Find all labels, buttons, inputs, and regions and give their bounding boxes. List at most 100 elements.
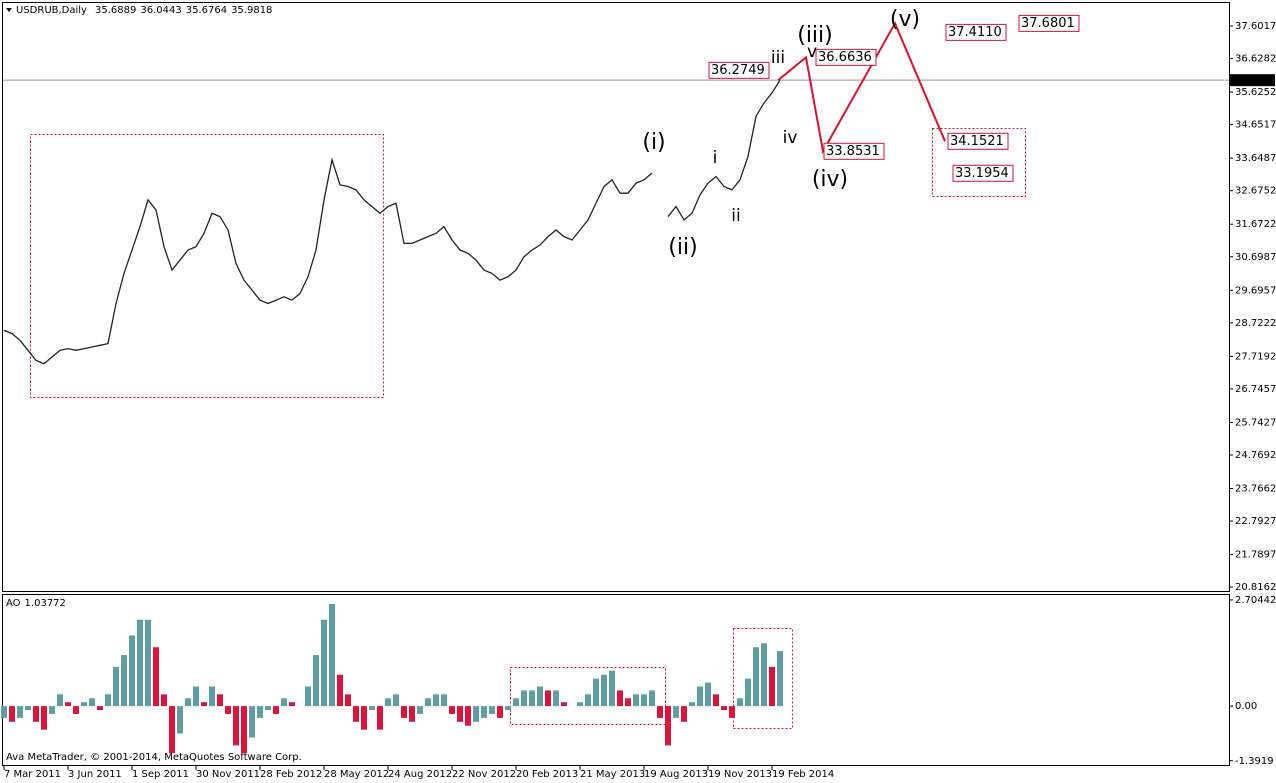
wave-label: (iv) bbox=[812, 167, 848, 192]
ao-bar bbox=[113, 666, 119, 707]
ao-bar bbox=[561, 702, 567, 707]
ao-bar bbox=[345, 694, 351, 707]
open: 35.6889 bbox=[95, 5, 136, 16]
ao-bar bbox=[489, 706, 495, 714]
ao-bar bbox=[377, 706, 383, 730]
ao-bar bbox=[697, 686, 703, 707]
ao-panel bbox=[2, 594, 1230, 766]
y-tick-label: -1.3919 bbox=[1235, 756, 1274, 767]
ao-bar bbox=[193, 686, 199, 707]
ao-bar bbox=[521, 690, 527, 707]
ao-bar bbox=[761, 643, 767, 707]
wave-label: (i) bbox=[642, 130, 665, 155]
ao-bar bbox=[481, 706, 487, 718]
x-tick-label: 20 Feb 2013 bbox=[516, 769, 578, 780]
ao-bar bbox=[665, 706, 671, 746]
ao-bar bbox=[257, 706, 263, 718]
ao-bar bbox=[145, 619, 151, 707]
footer: Ava MetaTrader, © 2001-2014, MetaQuotes … bbox=[6, 752, 302, 763]
price-line bbox=[3, 157, 653, 365]
y-tick-label: 26.7457 bbox=[1235, 384, 1276, 395]
low: 35.6764 bbox=[186, 5, 227, 16]
last-price-label: 35.9818 bbox=[1234, 75, 1275, 86]
ao-bar bbox=[577, 702, 583, 707]
last-price-box bbox=[1230, 74, 1275, 87]
level-label: 37.4110 bbox=[948, 25, 1002, 40]
y-tick-label: 35.6252 bbox=[1235, 87, 1276, 98]
x-tick-label: 19 Nov 2013 bbox=[708, 769, 772, 780]
ao-bar bbox=[385, 698, 391, 707]
y-tick-label: 28.7222 bbox=[1235, 318, 1276, 329]
ao-bar bbox=[393, 694, 399, 707]
ao-bar bbox=[185, 698, 191, 707]
level-box bbox=[945, 23, 1007, 41]
ao-bar bbox=[457, 706, 463, 722]
ao-bar bbox=[497, 706, 503, 718]
ao-bar bbox=[401, 706, 407, 718]
close: 35.9818 bbox=[231, 5, 272, 16]
ao-bar bbox=[353, 706, 359, 722]
level-box bbox=[823, 142, 885, 160]
y-tick-label: 25.7427 bbox=[1235, 417, 1276, 428]
ao-bar bbox=[281, 698, 287, 707]
ao-bar bbox=[641, 694, 647, 707]
ao-bar bbox=[153, 647, 159, 707]
x-tick-label: 24 Aug 2012 bbox=[388, 769, 452, 780]
y-tick-label: 29.6957 bbox=[1235, 285, 1276, 296]
level-box bbox=[1018, 14, 1080, 32]
symbol: USDRUB,Daily bbox=[16, 5, 87, 16]
x-tick-label: 19 Aug 2013 bbox=[644, 769, 708, 780]
ao-bar bbox=[249, 706, 255, 738]
ao-box bbox=[510, 667, 666, 725]
ao-bar bbox=[329, 604, 335, 707]
ao-bar bbox=[729, 706, 735, 718]
y-tick-label: 24.7692 bbox=[1235, 450, 1276, 461]
ao-bar bbox=[777, 651, 783, 707]
ao-bar bbox=[657, 706, 663, 718]
ao-bar bbox=[449, 706, 455, 714]
wave-label: (ii) bbox=[668, 235, 697, 260]
y-tick-label: 27.7192 bbox=[1235, 351, 1276, 362]
chart-title: USDRUB,Daily 35.6889 36.0443 35.6764 35.9818 bbox=[16, 5, 272, 16]
ao-bar bbox=[233, 706, 239, 746]
ao-bar bbox=[425, 698, 431, 707]
level-label: 37.6801 bbox=[1021, 16, 1075, 31]
ao-bar bbox=[57, 694, 63, 707]
ao-bar bbox=[169, 706, 175, 754]
range-box bbox=[30, 134, 384, 398]
ao-bar bbox=[537, 686, 543, 707]
ao-bar bbox=[721, 706, 727, 711]
ao-bar bbox=[409, 706, 415, 722]
ao-bar bbox=[705, 682, 711, 707]
y-tick-label: 21.7897 bbox=[1235, 550, 1276, 561]
ao-bar bbox=[337, 674, 343, 707]
y-tick-label: 20.8162 bbox=[1235, 582, 1276, 593]
x-tick-label: 28 May 2012 bbox=[324, 769, 389, 780]
ao-bar bbox=[289, 702, 295, 707]
y-tick-label: 2.70442 bbox=[1235, 595, 1276, 606]
x-tick-label: 7 Mar 2011 bbox=[4, 769, 61, 780]
y-tick-label: 33.6487 bbox=[1235, 153, 1276, 164]
ao-bar bbox=[529, 690, 535, 707]
ao-box bbox=[733, 628, 793, 729]
boxes bbox=[30, 128, 1026, 729]
y-tick-label: 0.00 bbox=[1235, 701, 1257, 712]
indicator: AO bbox=[6, 598, 21, 609]
ao-bar bbox=[209, 686, 215, 707]
x-tick-label: 3 Jun 2011 bbox=[68, 769, 122, 780]
ao-bar bbox=[201, 702, 207, 707]
y-tick-label: 36.6282 bbox=[1235, 54, 1276, 65]
level-box bbox=[947, 132, 1009, 150]
ao-bar bbox=[737, 698, 743, 707]
wave-label: v bbox=[807, 42, 817, 62]
ao-bar bbox=[33, 706, 39, 722]
ao-bar bbox=[433, 694, 439, 707]
ao-bar bbox=[9, 706, 15, 722]
ao-bar bbox=[633, 694, 639, 707]
ao-bar bbox=[545, 690, 551, 707]
ao-bar bbox=[73, 706, 79, 714]
level-box bbox=[708, 61, 770, 79]
ao-bar bbox=[25, 706, 31, 711]
ao-bar bbox=[505, 706, 511, 711]
